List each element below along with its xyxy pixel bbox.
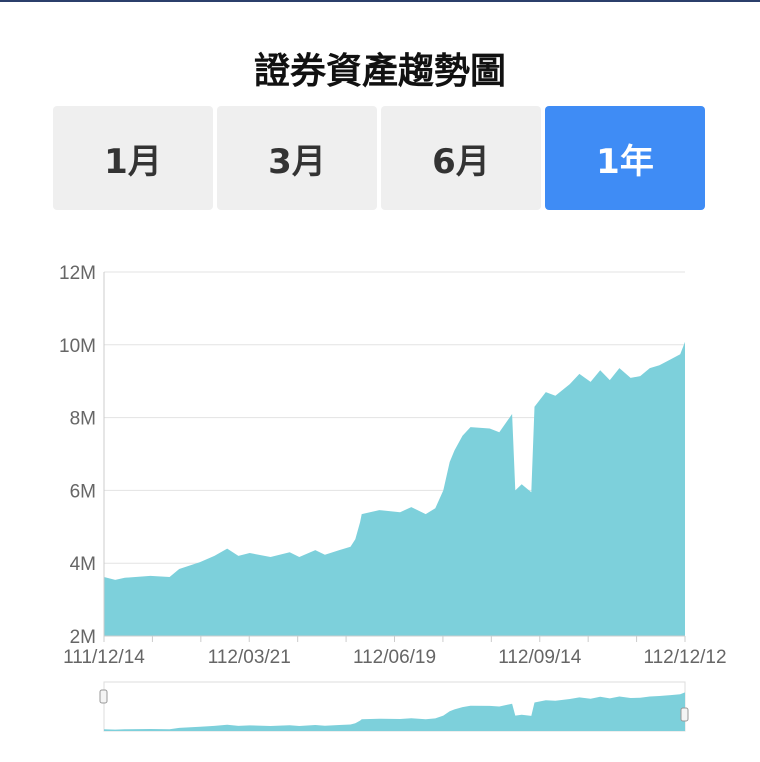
y-tick-label: 2M (70, 627, 96, 648)
tab-6-months[interactable]: 6月 (381, 106, 541, 210)
page-title: 證券資產趨勢圖 (253, 51, 506, 92)
tab-3-months[interactable]: 3月 (217, 106, 377, 210)
x-tick-label: 112/03/21 (208, 647, 291, 668)
data-zoom-preview (104, 692, 685, 731)
y-tick-label: 12M (59, 263, 96, 284)
y-tick-label: 10M (59, 336, 96, 357)
tab-1-year[interactable]: 1年 (545, 106, 705, 210)
x-tick-label: 111/12/14 (63, 647, 145, 668)
x-tick-label: 112/12/12 (643, 647, 726, 668)
data-zoom-left-handle[interactable] (99, 689, 108, 704)
range-tabs: 1月 3月 6月 1年 (53, 106, 705, 210)
data-zoom-right-handle[interactable] (680, 707, 689, 722)
y-tick-label: 8M (70, 409, 96, 430)
y-tick-label: 6M (70, 481, 96, 502)
area-series (104, 341, 685, 636)
y-tick-label: 4M (70, 554, 96, 575)
x-tick-label: 112/09/14 (498, 647, 582, 668)
x-tick-label: 112/06/19 (353, 647, 436, 668)
tab-1-month[interactable]: 1月 (53, 106, 213, 210)
